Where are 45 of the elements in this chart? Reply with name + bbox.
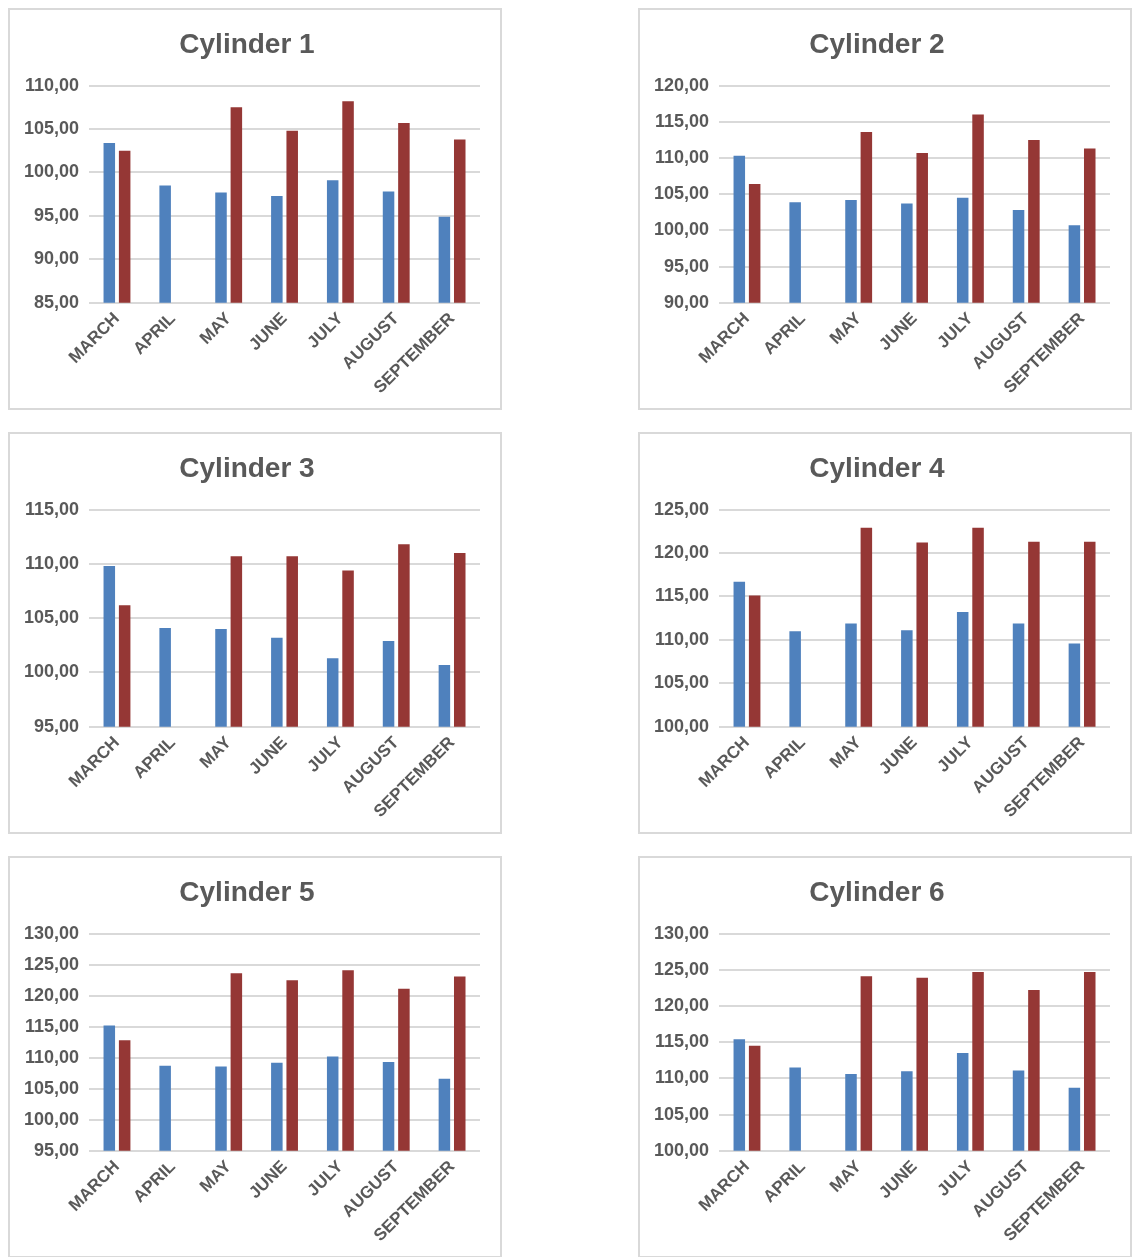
- y-tick-label: 120,00: [653, 542, 710, 562]
- y-tick-label: 115,00: [654, 110, 710, 131]
- y-tick-label: 120,00: [23, 984, 80, 1005]
- y-tick-label: 110,00: [24, 1046, 80, 1067]
- y-tick-label: 110,00: [24, 74, 80, 95]
- y-tick-label: 105,00: [653, 672, 710, 693]
- y-tick-label: 115,00: [24, 498, 80, 519]
- y-tick-label: 120,00: [653, 994, 710, 1015]
- y-tick-label: 120,00: [653, 74, 710, 95]
- y-tick-label: 100,00: [653, 715, 710, 736]
- y-tick-label: 115,00: [654, 1031, 710, 1052]
- chart-title: Cylinder 5: [179, 875, 315, 907]
- chart-title: Cylinder 6: [809, 875, 945, 907]
- y-tick-label: 100,00: [653, 219, 710, 240]
- y-tick-label: 100,00: [23, 1108, 80, 1129]
- y-tick-label: 125,00: [653, 958, 710, 979]
- y-tick-label: 130,00: [653, 922, 710, 943]
- y-tick-label: 105,00: [23, 1077, 80, 1098]
- chart-title: Cylinder 4: [809, 451, 946, 483]
- y-tick-label: 110,00: [24, 552, 80, 573]
- y-tick-label: 90,00: [664, 291, 710, 312]
- y-tick-label: 85,00: [34, 291, 80, 312]
- y-tick-label: 125,00: [23, 953, 80, 974]
- y-tick-label: 105,00: [23, 607, 80, 628]
- y-tick-label: 115,00: [654, 585, 710, 606]
- y-tick-label: 100,00: [23, 161, 80, 182]
- y-tick-label: 95,00: [664, 255, 710, 276]
- y-tick-label: 125,00: [653, 498, 710, 519]
- chart-title: Cylinder 3: [179, 451, 315, 483]
- y-tick-label: 95,00: [34, 204, 80, 225]
- y-tick-label: 110,00: [654, 146, 710, 167]
- y-tick-label: 95,00: [34, 715, 80, 736]
- y-tick-label: 100,00: [653, 1139, 710, 1160]
- y-tick-label: 130,00: [23, 922, 80, 943]
- y-tick-label: 105,00: [23, 118, 80, 138]
- y-tick-label: 90,00: [34, 248, 80, 269]
- y-tick-label: 110,00: [654, 1067, 710, 1088]
- y-tick-label: 105,00: [653, 183, 710, 204]
- y-tick-label: 110,00: [654, 628, 710, 649]
- chart-title: Cylinder 1: [179, 27, 315, 59]
- y-tick-label: 100,00: [23, 661, 80, 682]
- y-tick-label: 95,00: [34, 1139, 80, 1160]
- y-tick-label: 105,00: [653, 1103, 710, 1124]
- chart-title: Cylinder 2: [809, 27, 945, 59]
- y-tick-label: 115,00: [24, 1015, 80, 1036]
